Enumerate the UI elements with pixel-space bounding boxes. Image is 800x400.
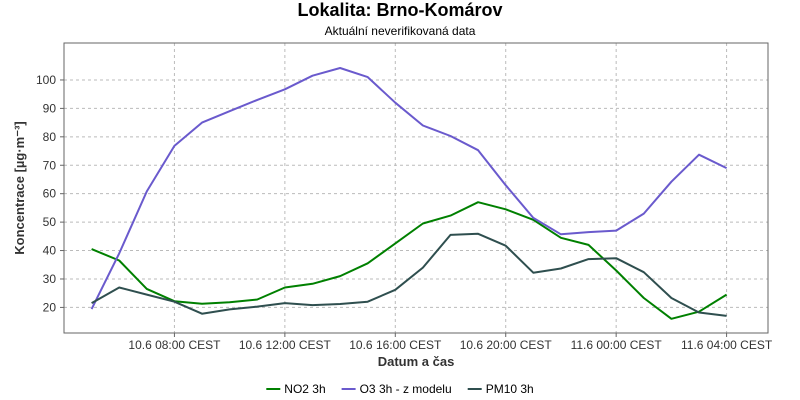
y-tick-label: 80 xyxy=(43,130,57,144)
y-tick-label: 40 xyxy=(43,244,57,258)
y-tick-label: 30 xyxy=(43,272,57,286)
y-tick-label: 50 xyxy=(43,215,57,229)
x-tick-label: 10.6 08:00 CEST xyxy=(128,338,221,352)
legend-item-1: NO2 3h xyxy=(266,382,326,396)
y-axis-title: Koncentrace [µg·m⁻³] xyxy=(12,121,27,255)
legend: NO2 3h O3 3h - z modelu PM10 3h xyxy=(266,382,534,396)
x-tick-label: 11.6 04:00 CEST xyxy=(681,338,773,352)
legend-label: PM10 3h xyxy=(486,382,534,396)
series-lines xyxy=(90,67,728,320)
legend-label: NO2 3h xyxy=(284,382,325,396)
plot-area xyxy=(63,42,769,334)
series-line-2 xyxy=(90,67,728,310)
y-tick-label: 70 xyxy=(43,158,57,172)
y-tick-label: 90 xyxy=(43,101,57,115)
x-axis: 10.6 08:00 CEST 10.6 12:00 CEST 10.6 16:00… xyxy=(128,333,773,352)
y-axis: 20 30 40 50 60 70 80 90 100 xyxy=(36,73,64,314)
chart-subtitle: Aktuální neverifikovaná data xyxy=(324,24,476,38)
x-tick-label: 11.6 00:00 CEST xyxy=(571,338,663,352)
y-tick-label: 100 xyxy=(36,73,56,87)
x-axis-title: Datum a čas xyxy=(378,354,455,369)
x-tick-label: 10.6 20:00 CEST xyxy=(460,338,553,352)
y-tick-label: 20 xyxy=(43,300,57,314)
legend-label: O3 3h - z modelu xyxy=(360,382,452,396)
series-line-1 xyxy=(91,201,728,320)
series-line-3 xyxy=(91,232,727,317)
legend-item-2: O3 3h - z modelu xyxy=(341,382,452,396)
chart-title: Lokalita: Brno-Komárov xyxy=(297,0,503,20)
y-tick-label: 60 xyxy=(43,187,57,201)
grid-lines xyxy=(64,43,768,333)
x-tick-label: 10.6 12:00 CEST xyxy=(239,338,332,352)
legend-item-3: PM10 3h xyxy=(467,382,534,396)
x-tick-label: 10.6 16:00 CEST xyxy=(349,338,442,352)
